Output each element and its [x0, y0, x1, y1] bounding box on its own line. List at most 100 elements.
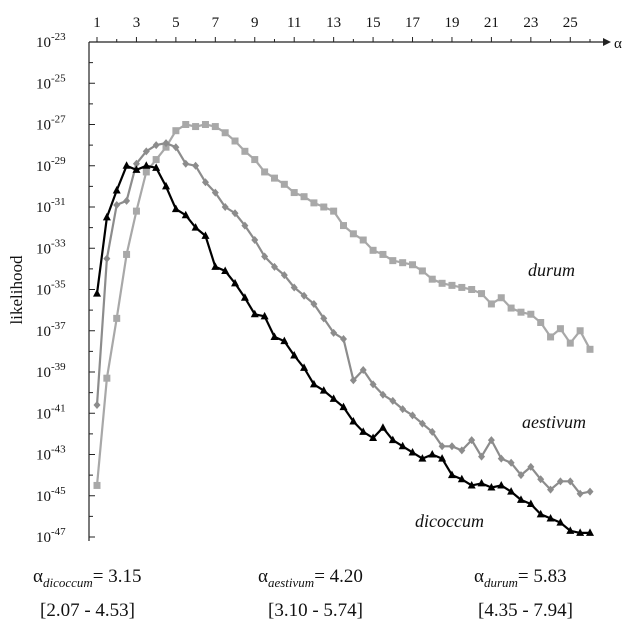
data-point [181, 210, 190, 219]
y-axis-label: likelihood [7, 255, 26, 324]
estimate-symbol: α [258, 566, 268, 587]
y-tick-label: 10-29 [36, 155, 66, 175]
data-point [280, 180, 288, 188]
data-point [221, 266, 230, 274]
data-point [241, 147, 249, 155]
data-point [231, 278, 240, 287]
data-point [300, 291, 308, 300]
estimate-subscript: durum [483, 575, 518, 590]
data-point [478, 290, 486, 298]
data-point [132, 207, 140, 215]
data-point [162, 139, 170, 148]
data-point [241, 221, 249, 230]
estimate-value: = 3.15 [92, 566, 142, 587]
data-point [93, 289, 101, 297]
data-point [113, 314, 121, 322]
y-tick-label: 10-41 [36, 402, 66, 422]
data-point [497, 454, 505, 463]
data-point [438, 442, 446, 451]
data-point [261, 168, 269, 176]
estimate-aestivum: αaestivum= 4.20 [258, 566, 363, 591]
data-point [566, 339, 574, 347]
data-point [211, 123, 219, 131]
data-point [536, 509, 545, 518]
data-point [103, 254, 111, 263]
data-point [389, 257, 397, 265]
data-point [171, 204, 180, 213]
data-point [418, 454, 427, 462]
data-point [339, 402, 348, 411]
data-point [93, 481, 101, 489]
data-point [152, 156, 160, 164]
y-ticks: 10-23 10-25 10-27 10-29 10-31 10-33 10-35 10-37… [36, 31, 95, 546]
data-point [192, 123, 200, 131]
x-tick-label: 19 [444, 15, 459, 31]
data-point [162, 143, 170, 151]
x-ticks: 1 3 5 7 9 11 13 15 17 19 21 23 25 [93, 15, 591, 42]
data-point [448, 442, 456, 451]
data-point [537, 319, 545, 326]
data-point [330, 328, 338, 337]
data-point [290, 189, 298, 197]
data-point [507, 487, 516, 495]
data-point [231, 137, 239, 145]
axes: α likelihood [7, 36, 622, 541]
estimate-value: = 4.20 [314, 566, 363, 587]
estimate-durum: αdurum= 5.83 [474, 566, 567, 591]
data-point [517, 308, 525, 316]
data-point [586, 487, 594, 496]
ci-value: [3.10 - 5.74] [268, 600, 363, 621]
ci-aestivum: [3.10 - 5.74] [268, 600, 363, 622]
data-point [340, 222, 347, 230]
data-point [172, 143, 180, 152]
data-point [349, 376, 357, 385]
data-point [152, 163, 161, 171]
data-point [93, 401, 101, 409]
data-point [398, 441, 407, 450]
data-point [507, 304, 515, 312]
series-line [95, 123, 591, 486]
data-point [467, 480, 476, 489]
ci-value: [4.35 - 7.94] [478, 600, 573, 621]
data-point [172, 127, 180, 135]
data-point [251, 236, 259, 244]
data-point [359, 365, 367, 374]
data-point [537, 475, 545, 484]
estimate-subscript: aestivum [267, 575, 315, 590]
data-point [399, 405, 407, 414]
data-point [448, 281, 456, 289]
data-point [231, 209, 239, 218]
data-point [556, 325, 564, 333]
y-tick-label: 10-27 [36, 114, 66, 134]
data-point [458, 446, 466, 455]
data-point [211, 262, 220, 270]
data-point [359, 236, 367, 244]
data-point [438, 454, 447, 462]
data-point [487, 436, 495, 445]
data-point [250, 309, 259, 318]
x-tick-label: 13 [326, 15, 341, 31]
data-point [497, 294, 505, 302]
data-point [457, 474, 466, 483]
data-point [576, 528, 585, 536]
estimate-dicoccum: αdicoccum= 3.15 [33, 566, 142, 591]
data-point [418, 419, 426, 428]
data-point [428, 450, 437, 458]
data-point [369, 246, 377, 254]
data-point [132, 159, 140, 168]
series-durum [93, 121, 594, 489]
data-point [123, 196, 131, 205]
ci-value: [2.07 - 4.53] [40, 600, 135, 621]
data-point [310, 199, 318, 207]
data-point [497, 480, 506, 489]
data-point [399, 259, 407, 267]
data-point [221, 129, 229, 137]
data-point [142, 161, 151, 169]
y-tick-label: 10-43 [36, 444, 66, 464]
data-point [152, 141, 160, 150]
data-point [221, 203, 229, 211]
data-point [487, 300, 495, 308]
series-label-aestivum: aestivum [522, 412, 586, 432]
y-tick-label: 10-31 [36, 196, 66, 216]
x-tick-label: 3 [133, 15, 141, 31]
